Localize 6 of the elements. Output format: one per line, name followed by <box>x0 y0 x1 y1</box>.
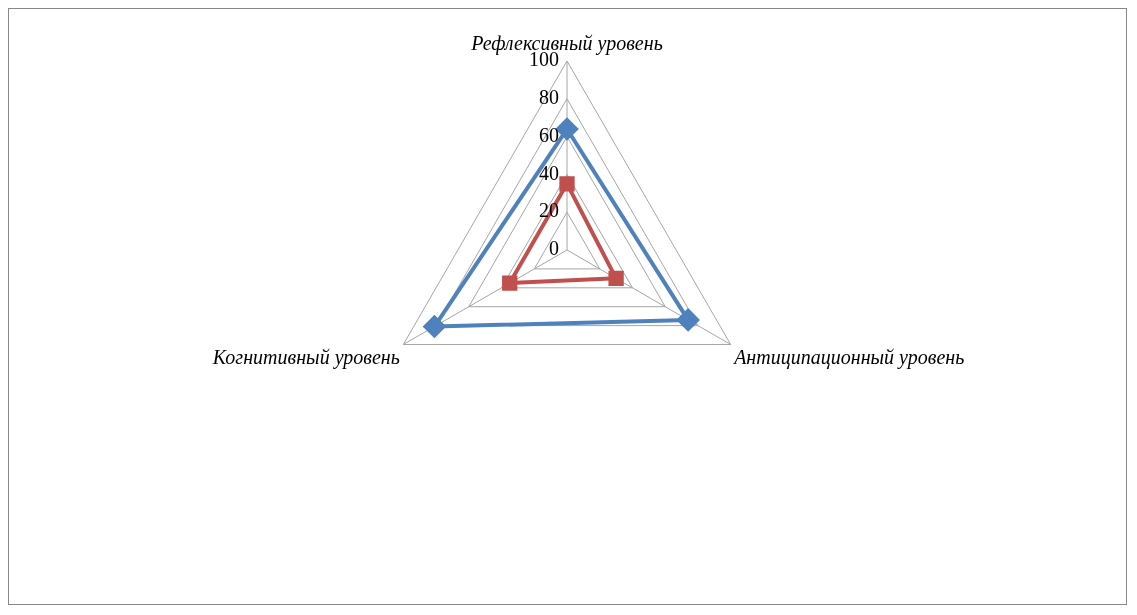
y-tick-label: 0 <box>549 237 559 260</box>
y-tick-label: 80 <box>539 86 559 109</box>
spoke-label: Когнитивный уровень <box>211 345 400 369</box>
y-tick-label: 60 <box>539 123 559 146</box>
y-tick-label: 40 <box>539 161 559 184</box>
spoke-label: Антиципационный уровень <box>732 345 965 369</box>
